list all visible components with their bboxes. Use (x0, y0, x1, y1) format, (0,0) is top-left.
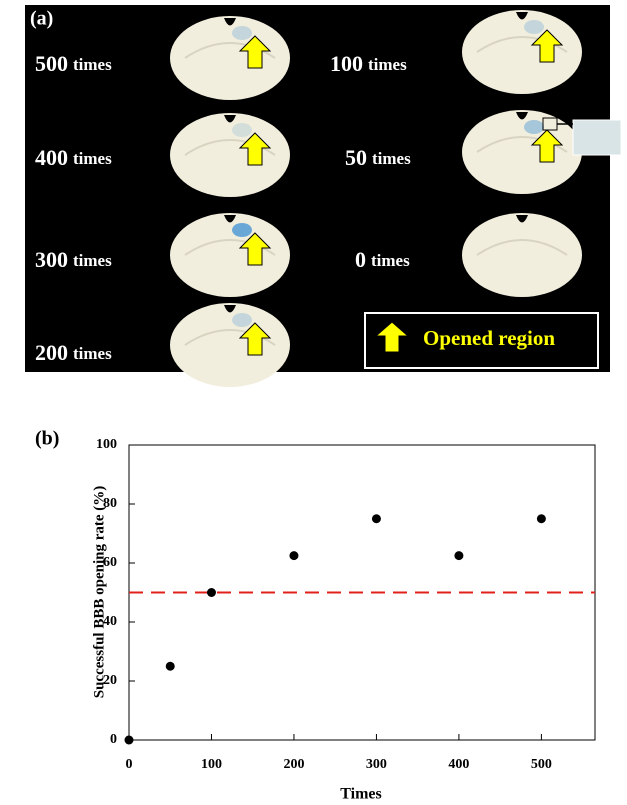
dye (232, 313, 252, 327)
dye (232, 223, 252, 237)
slice-unit: times (372, 149, 411, 168)
slice-count: 50 (345, 145, 367, 170)
dye (232, 123, 252, 137)
panel-b-label: (b) (35, 428, 59, 450)
x-tick-label: 500 (531, 757, 552, 772)
slice-count: 500 (35, 51, 68, 76)
point (166, 662, 175, 671)
x-tick-label: 300 (366, 757, 387, 772)
panel-a-label: (a) (30, 8, 53, 30)
dye (524, 20, 544, 34)
y-tick-label: 20 (103, 673, 117, 688)
brain (170, 213, 290, 297)
slice-label: 0 times (355, 247, 410, 272)
slice-label: 100 times (330, 51, 407, 76)
point (289, 551, 298, 560)
point (372, 514, 381, 523)
page: (a) Opened region (b) Times Successful B… (0, 0, 627, 805)
y-tick-label: 60 (103, 555, 117, 570)
point (454, 551, 463, 560)
x-tick-label: 400 (448, 757, 469, 772)
x-tick-label: 0 (126, 757, 133, 772)
dye (232, 26, 252, 40)
slice-unit: times (368, 55, 407, 74)
y-axis-label: Successful BBB opening rate (%) (91, 486, 107, 699)
brain (462, 10, 582, 94)
point (207, 588, 216, 597)
x-tick-label: 200 (283, 757, 304, 772)
slice-unit: times (371, 251, 410, 270)
brain (170, 303, 290, 387)
slice-label: 300 times (35, 247, 112, 272)
y-tick-label: 40 (103, 614, 117, 629)
slice-label: 50 times (345, 145, 411, 170)
y-tick-label: 100 (96, 437, 117, 452)
slice-label: 200 times (35, 340, 112, 365)
brain (462, 110, 582, 194)
x-axis-label: Times (340, 786, 381, 803)
slice-count: 0 (355, 247, 366, 272)
slice-unit: times (73, 251, 112, 270)
figure: (a) Opened region (b) Times Successful B… (0, 0, 627, 805)
slice-label: 400 times (35, 145, 112, 170)
point (125, 736, 134, 745)
point (537, 514, 546, 523)
brain (170, 16, 290, 100)
brain (462, 213, 582, 297)
legend-text: Opened region (423, 326, 555, 350)
slice-count: 300 (35, 247, 68, 272)
slice-label: 500 times (35, 51, 112, 76)
slice-count: 400 (35, 145, 68, 170)
slice-unit: times (73, 55, 112, 74)
dye (524, 120, 544, 134)
inset-zoom (573, 120, 621, 155)
slice-count: 200 (35, 340, 68, 365)
plot: 0 20 40 60 80 100 0 100 200 300 400 500 (96, 437, 595, 772)
y-tick-label: 0 (110, 732, 117, 747)
slice-unit: times (73, 149, 112, 168)
x-tick-label: 100 (201, 757, 222, 772)
slice-unit: times (73, 344, 112, 363)
brain (170, 113, 290, 197)
slice-count: 100 (330, 51, 363, 76)
y-tick-label: 80 (103, 496, 117, 511)
